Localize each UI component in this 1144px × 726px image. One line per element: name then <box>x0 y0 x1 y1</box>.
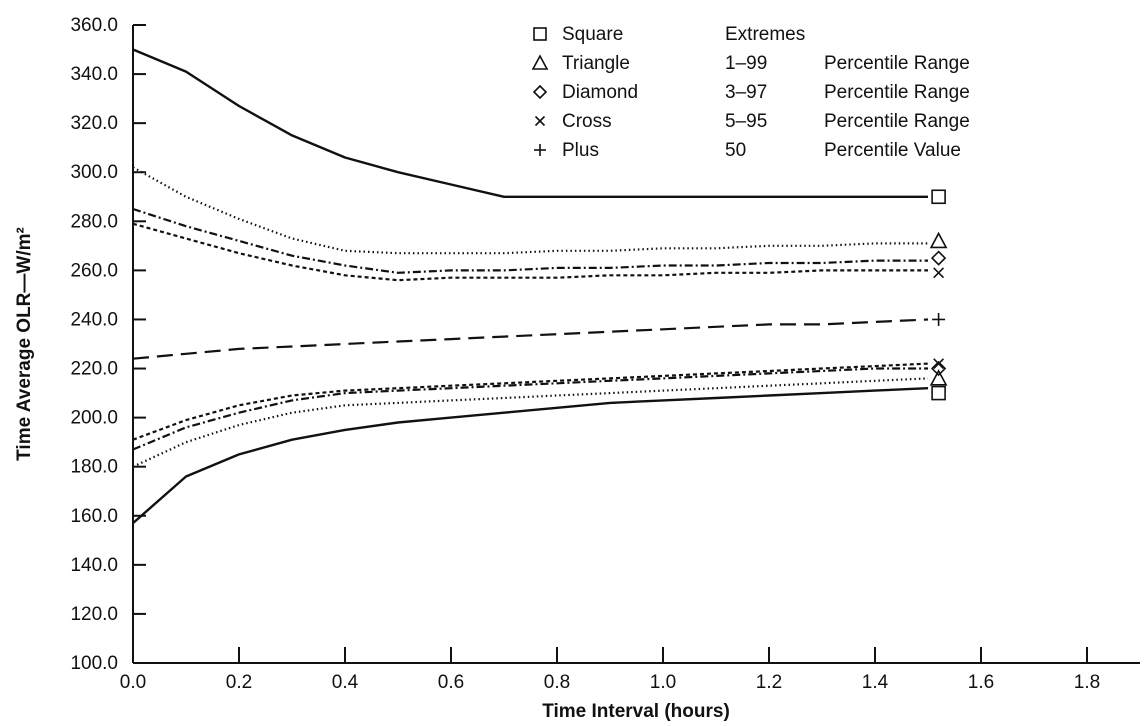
legend-range: 1–99 <box>725 53 767 74</box>
end-marker-triangle-1 <box>929 231 948 249</box>
y-tick-label: 280.0 <box>70 211 118 232</box>
series-line-triangle-7 <box>132 377 929 468</box>
y-ticks: 100.0 120.0 140.0 160.0 180.0 200.0 220.0 240.0… <box>70 15 146 674</box>
legend-kind: Percentile Range <box>824 82 970 103</box>
x-tick-label: 1.6 <box>968 672 994 693</box>
end-marker-diamond-6 <box>930 360 947 377</box>
y-tick-label: 180.0 <box>70 457 118 478</box>
legend-kind: Percentile Range <box>824 53 970 74</box>
x-tick-label: 0.6 <box>438 672 464 693</box>
legend-range: 3–97 <box>725 82 767 103</box>
x-tick-label: 0.2 <box>226 672 252 693</box>
legend-name: Diamond <box>562 82 638 103</box>
y-tick-label: 120.0 <box>70 604 118 625</box>
legend-entry-cross: Cross 5–95 Percentile Range <box>534 111 970 132</box>
legend-entry-diamond: Diamond 3–97 Percentile Range <box>532 82 970 103</box>
axes <box>132 25 1140 664</box>
end-marker-triangle-7 <box>929 369 948 386</box>
series-line-diamond-2 <box>132 207 928 274</box>
legend-kind: Percentile Value <box>824 140 961 161</box>
legend-kind: Percentile Range <box>824 111 970 132</box>
series-line-cross-5 <box>132 362 929 441</box>
end-marker-square-8 <box>931 385 946 401</box>
x-tick-label: 1.4 <box>862 672 889 693</box>
y-tick-label: 240.0 <box>70 309 118 330</box>
x-tick-label: 1.0 <box>650 672 676 693</box>
series-line-plus-4 <box>132 318 929 360</box>
series-line-square-0 <box>132 48 928 199</box>
legend-entry-square: Square Extremes <box>533 24 805 45</box>
x-tick-label: 0.8 <box>544 672 570 693</box>
legend-square-icon <box>533 27 547 41</box>
y-axis-title: Time Average OLR—W/m² <box>14 227 35 461</box>
legend-range: Extremes <box>725 24 805 45</box>
legend-range: 50 <box>725 140 746 161</box>
legend: Square Extremes Triangle 1–99 Percentile Ran… <box>531 24 970 161</box>
legend-name: Plus <box>562 140 599 161</box>
legend-triangle-icon <box>531 54 549 70</box>
y-tick-label: 320.0 <box>70 113 118 134</box>
y-tick-label: 140.0 <box>70 555 118 576</box>
end-marker-plus-4 <box>932 312 946 326</box>
legend-plus-icon <box>534 144 546 156</box>
x-ticks: 0.0 0.2 0.4 0.6 0.8 1.0 1.2 1.4 1.6 1.8 <box>120 647 1100 693</box>
legend-name: Square <box>562 24 623 45</box>
legend-cross-icon <box>534 115 546 127</box>
y-tick-label: 300.0 <box>70 162 118 183</box>
series-layer <box>132 48 929 525</box>
y-tick-label: 160.0 <box>70 506 118 527</box>
x-tick-label: 0.0 <box>120 672 146 693</box>
series-line-diamond-6 <box>132 367 928 451</box>
legend-name: Triangle <box>562 53 630 74</box>
series-line-triangle-1 <box>132 166 928 255</box>
x-tick-label: 1.2 <box>756 672 782 693</box>
end-marker-square-0 <box>931 189 946 205</box>
y-tick-label: 340.0 <box>70 64 118 85</box>
end-marker-diamond-2 <box>930 250 947 266</box>
y-tick-label: 220.0 <box>70 359 118 380</box>
legend-diamond-icon <box>532 84 548 100</box>
x-axis-title: Time Interval (hours) <box>542 701 730 722</box>
legend-entry-plus: Plus 50 Percentile Value <box>534 140 961 161</box>
y-tick-label: 360.0 <box>70 15 118 36</box>
legend-range: 5–95 <box>725 111 767 132</box>
x-tick-label: 1.8 <box>1074 672 1100 693</box>
y-tick-label: 260.0 <box>70 260 118 281</box>
end-marker-cross-3 <box>933 267 945 279</box>
end-marker-layer <box>929 189 948 401</box>
legend-name: Cross <box>562 111 612 132</box>
end-marker-cross-5 <box>933 358 945 370</box>
legend-entry-triangle: Triangle 1–99 Percentile Range <box>531 53 970 74</box>
x-tick-label: 0.4 <box>332 672 359 693</box>
y-tick-label: 200.0 <box>70 408 118 429</box>
y-tick-label: 100.0 <box>70 653 118 674</box>
series-line-square-8 <box>132 387 929 525</box>
